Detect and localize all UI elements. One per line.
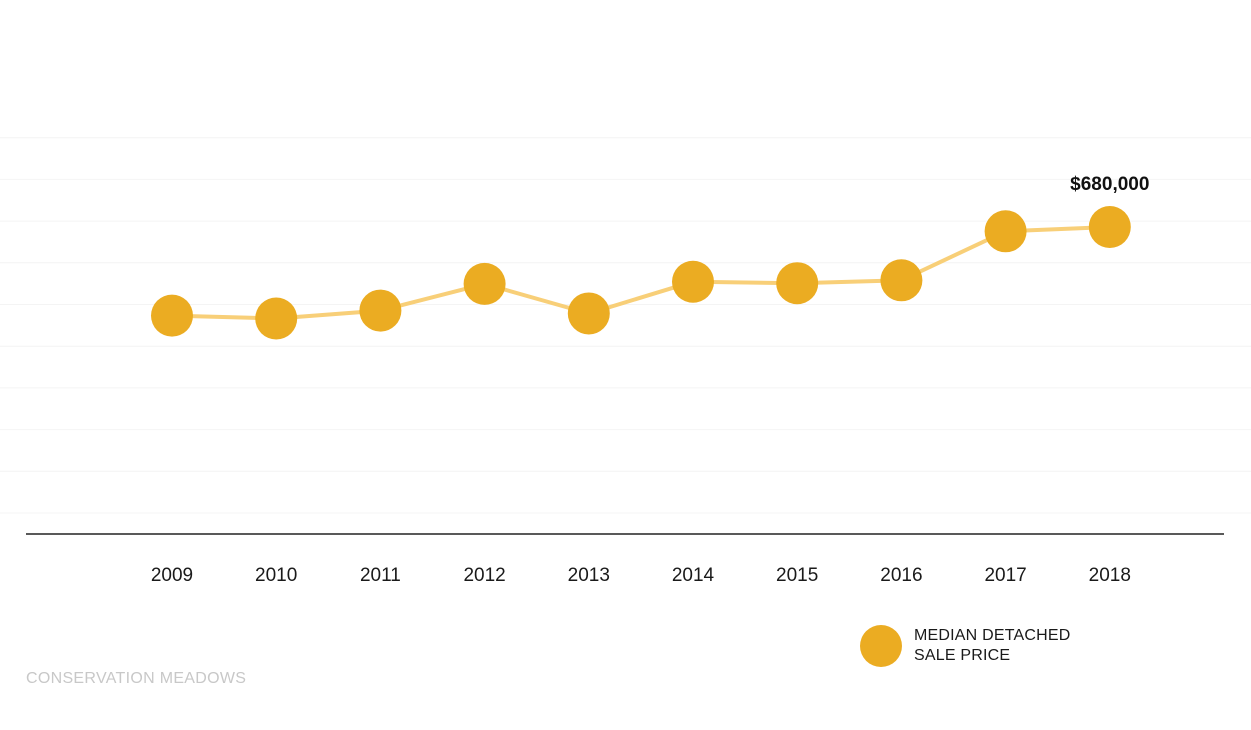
x-axis-tick-labels: 2009 2010 2011 2012 2013 2014 2015 2016 2017 2018 [151, 565, 1131, 586]
legend-label-line-2: SALE PRICE [914, 647, 1011, 664]
legend-swatch [860, 625, 902, 667]
x-tick-label-2018: 2018 [1089, 565, 1131, 586]
x-tick-label-2017: 2017 [984, 565, 1026, 586]
data-point-2016 [880, 259, 923, 302]
data-point-2013 [567, 292, 610, 335]
x-tick-label-2014: 2014 [672, 565, 715, 586]
footer-project-name: CONSERVATION MEADOWS [26, 670, 247, 687]
x-tick-label-2011: 2011 [360, 565, 401, 586]
data-point-2018 [1088, 205, 1131, 248]
data-annotations: $680,000 [1070, 174, 1149, 195]
x-tick-label-2010: 2010 [255, 565, 297, 586]
legend: MEDIAN DETACHED SALE PRICE [860, 625, 1104, 667]
data-point-2012 [463, 262, 506, 305]
data-point-2011 [359, 289, 402, 332]
series-line-median-detached-sale-price [170, 225, 1112, 321]
data-point-2009 [151, 294, 193, 337]
legend-label-line-1: MEDIAN DETACHED [914, 627, 1071, 644]
x-tick-label-2012: 2012 [463, 565, 505, 586]
data-label-2018: $680,000 [1070, 174, 1149, 195]
x-tick-label-2009: 2009 [151, 565, 193, 586]
x-tick-label-2013: 2013 [568, 565, 610, 586]
data-point-2017 [984, 210, 1027, 253]
data-markers [151, 205, 1131, 340]
legend-label: MEDIAN DETACHED SALE PRICE [914, 626, 1104, 666]
data-point-2014 [672, 260, 714, 303]
data-point-2015 [776, 262, 819, 305]
x-tick-label-2015: 2015 [776, 565, 818, 586]
gridlines [0, 137, 1251, 514]
data-point-2010 [255, 297, 298, 340]
x-tick-label-2016: 2016 [880, 565, 922, 586]
